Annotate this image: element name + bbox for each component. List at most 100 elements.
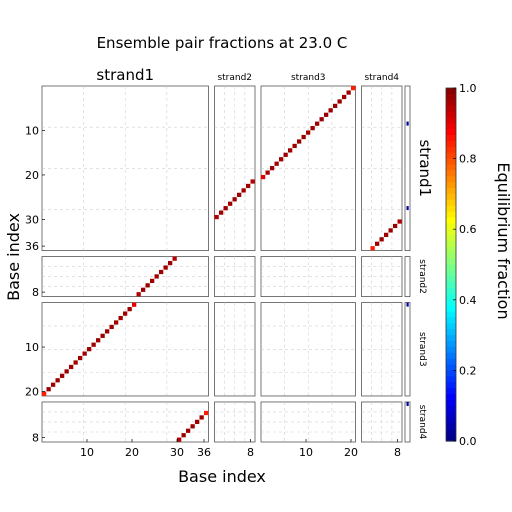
pair-cell (145, 283, 150, 288)
pair-cell (132, 302, 137, 307)
colorbar-segment (446, 88, 456, 95)
colorbar-segment (446, 217, 456, 224)
colorbar-segment (446, 93, 456, 101)
colorbar-segment (446, 129, 456, 136)
colorbar-segment (446, 358, 456, 366)
colorbar-segment (446, 352, 456, 360)
colorbar: 0.0 0.2 0.4 0.6 0.8 1.0 (445, 82, 477, 448)
unpaired-cell (406, 121, 409, 126)
unpaired-cell (406, 401, 409, 406)
pair-cell (297, 139, 302, 144)
pair-cell (250, 179, 255, 184)
pair-cell (270, 166, 275, 171)
colorbar-segment (446, 288, 456, 295)
colorbar-segment (446, 240, 456, 248)
pair-cell (69, 364, 74, 370)
pair-cell (100, 333, 105, 338)
pair-cell (109, 324, 114, 330)
colorbar-segment (446, 99, 456, 107)
pair-cell (337, 99, 342, 104)
colorbar-segment (446, 117, 456, 124)
pair-cell (315, 121, 320, 126)
pair-cell (324, 112, 329, 117)
x-tick-label: 30 (170, 446, 184, 459)
colorbar-segment (446, 364, 456, 371)
pair-cell (223, 206, 228, 211)
colorbar-segment (446, 211, 456, 219)
pair-cell (168, 261, 173, 266)
colorbar-segment (446, 176, 456, 183)
pair-cell (73, 360, 78, 365)
top-strand-label: strand4 (364, 73, 399, 83)
right-strand-label: strand1 (416, 139, 434, 197)
right-strand-label: strand4 (417, 405, 427, 440)
colorbar-segment (446, 223, 456, 230)
pair-cell (388, 228, 393, 233)
colorbar-segment (446, 105, 456, 113)
colorbar-tick-label: 0.4 (459, 294, 477, 307)
heatmap-panels (41, 85, 411, 443)
pair-cell (241, 188, 246, 193)
pair-cell (186, 428, 191, 433)
unpaired-column-strand4 (404, 401, 411, 443)
pair-cell (393, 223, 398, 229)
colorbar-segment (446, 323, 456, 330)
y-tick-label: 10 (25, 341, 39, 354)
pair-cell (351, 86, 356, 91)
colorbar-segment (446, 393, 456, 401)
pair-cell (82, 351, 87, 356)
pair-cell (60, 373, 65, 378)
pair-cell (46, 387, 51, 392)
pair-cell (91, 342, 96, 347)
colorbar-segment (446, 405, 456, 413)
pair-cell (181, 433, 186, 438)
pair-cell (301, 134, 306, 140)
colorbar-segment (446, 299, 456, 307)
colorbar-segment (446, 164, 456, 171)
colorbar-segment (446, 158, 456, 166)
pair-cell (177, 437, 182, 442)
y-tick-label: 20 (25, 169, 39, 182)
colorbar-frame (445, 87, 457, 442)
colorbar-segment (446, 146, 456, 154)
pair-cell (219, 210, 224, 215)
y-tick-label: 8 (32, 432, 39, 445)
colorbar-segment (446, 199, 456, 207)
pair-cell (283, 152, 288, 157)
x-tick-label: 20 (344, 446, 358, 459)
unpaired-column-strand1 (404, 85, 411, 251)
colorbar-segment (446, 335, 456, 342)
pair-cell (274, 161, 279, 166)
pair-cell (159, 269, 164, 275)
colorbar-tick-label: 0.8 (459, 153, 477, 166)
y-tick-label: 20 (25, 386, 39, 399)
colorbar-segment (446, 370, 456, 377)
colorbar-segment (446, 205, 456, 213)
pair-cell (64, 369, 69, 374)
axis-ticks: 10 20 30 36 10 20 30 36 8 8 10 20 10 20 8 8 (25, 124, 401, 459)
pair-cell (150, 278, 155, 284)
pair-cell (190, 424, 195, 429)
colorbar-segment (446, 123, 456, 130)
colorbar-segment (446, 423, 456, 430)
colorbar-segment (446, 264, 456, 271)
x-tick-label: 10 (80, 446, 94, 459)
pair-cell (306, 130, 311, 135)
colorbar-segment (446, 435, 456, 442)
pair-cell (42, 391, 47, 396)
pair-cell (204, 410, 209, 416)
pair-cell (78, 355, 83, 361)
pair-cell (141, 287, 146, 292)
colorbar-segment (446, 340, 456, 348)
y-tick-label: 30 (25, 213, 39, 226)
right-strand-label: strand2 (417, 259, 427, 294)
pair-cell (342, 94, 347, 100)
unpaired-cell (406, 206, 409, 211)
colorbar-tick-label: 0.2 (459, 364, 477, 377)
pair-cell (328, 108, 333, 113)
x-tick-label: 8 (247, 446, 254, 459)
unpaired-column-strand2 (404, 256, 411, 297)
pair-cell (237, 192, 242, 197)
x-tick-label: 8 (394, 446, 401, 459)
